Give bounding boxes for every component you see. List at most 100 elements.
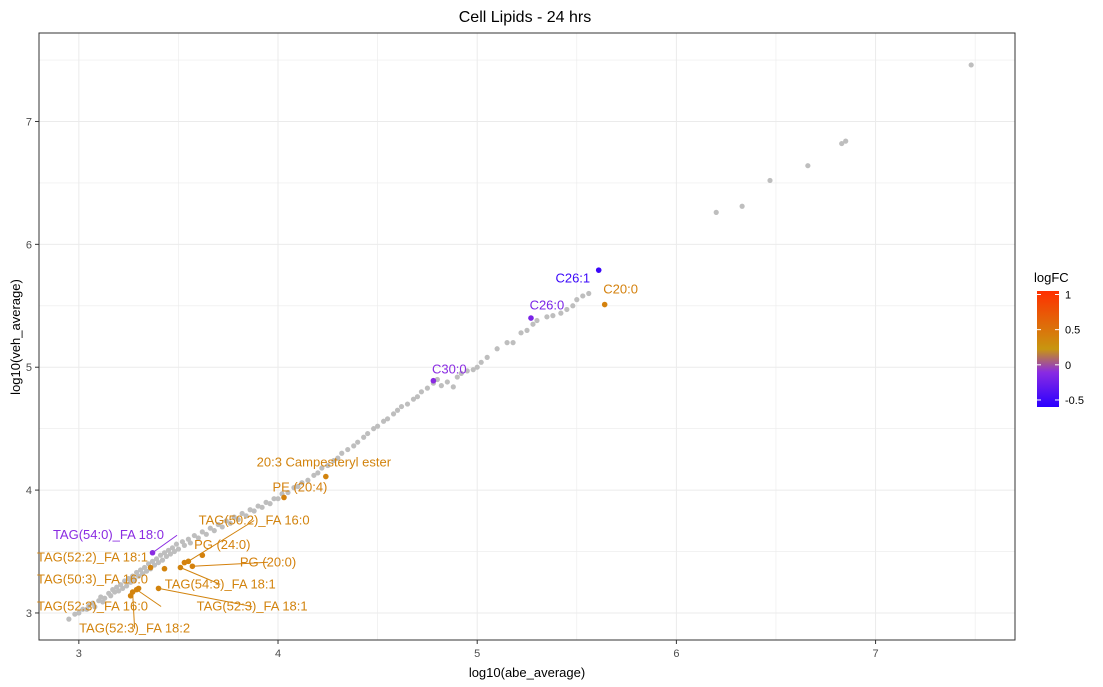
y-tick-label: 5: [26, 362, 32, 374]
data-point: [155, 559, 162, 566]
data-point: [295, 483, 301, 490]
data-point: [504, 340, 510, 346]
point-label: PG (24:0): [194, 537, 250, 552]
data-point: [171, 548, 178, 555]
annotation-labels: C26:1 C20:0 C26:0 C30:0 20:3 Campesteryl est…: [37, 270, 638, 635]
highlighted-point: [127, 592, 134, 599]
highlighted-point: [528, 315, 534, 321]
data-point: [139, 571, 146, 577]
point-label: TAG(54:0)_FA 18:0: [53, 527, 164, 542]
data-point: [371, 426, 377, 432]
data-point: [805, 163, 811, 169]
data-point: [390, 411, 397, 417]
data-point: [299, 480, 305, 486]
data-point: [394, 407, 401, 413]
data-point: [76, 610, 82, 616]
highlighted-point: [161, 565, 168, 572]
data-point: [207, 525, 213, 531]
data-point: [255, 503, 261, 509]
legend-tick-label: 1: [1065, 290, 1071, 302]
data-point: [135, 573, 142, 579]
data-point: [215, 521, 221, 528]
x-tick-label: 3: [76, 648, 82, 660]
data-point: [251, 508, 257, 514]
annotation-line: [192, 561, 269, 567]
y-axis-label: log10(veh_average): [8, 279, 23, 395]
data-point: [66, 616, 72, 622]
data-point: [102, 595, 108, 601]
grid: [39, 33, 1015, 640]
data-point: [199, 529, 205, 535]
data-point: [163, 553, 170, 560]
highlighted-point: [595, 267, 602, 273]
data-point: [227, 520, 233, 526]
point-label: 20:3 Campesteryl ester: [257, 455, 392, 470]
data-point: [247, 507, 253, 513]
point-label: C26:1: [555, 270, 590, 285]
data-point: [355, 439, 361, 445]
annotation-lines: [132, 520, 269, 629]
data-point: [450, 384, 456, 390]
point-label: TAG(50:3)_FA 16:0: [37, 571, 148, 586]
data-point: [191, 532, 197, 539]
data-point: [767, 177, 773, 184]
data-point: [524, 327, 530, 333]
data-point: [351, 443, 357, 449]
data-point: [454, 374, 460, 380]
data-point: [72, 611, 78, 617]
annotation-line: [132, 592, 136, 629]
x-tick-label: 4: [275, 648, 281, 660]
data-point: [132, 577, 138, 583]
data-point: [267, 501, 273, 507]
legend: logFC 1 0.5 0 -0.5: [1034, 270, 1084, 407]
legend-tick-label: -0.5: [1065, 395, 1084, 407]
background-points: [66, 62, 974, 622]
data-point: [231, 514, 237, 520]
data-point: [574, 297, 580, 303]
x-axis-label: log10(abe_average): [469, 665, 585, 680]
data-point: [112, 589, 118, 595]
y-tick-label: 3: [26, 608, 32, 620]
data-point: [315, 470, 321, 476]
y-tick-label: 7: [26, 116, 32, 128]
data-point: [518, 330, 524, 336]
point-label: TAG(54:3)_FA 18:1: [165, 576, 276, 591]
data-point: [478, 359, 484, 365]
highlighted-point: [430, 377, 437, 384]
data-point: [181, 542, 188, 548]
data-point: [444, 379, 450, 385]
data-point: [120, 585, 126, 591]
data-point: [80, 606, 86, 612]
data-point: [167, 551, 174, 557]
point-label: PE (20:4): [272, 479, 327, 494]
data-point: [116, 588, 122, 594]
data-point: [259, 504, 265, 510]
data-point: [570, 303, 576, 309]
data-point: [285, 489, 291, 496]
data-point: [157, 552, 164, 558]
highlighted-point: [181, 559, 188, 566]
data-point: [564, 306, 570, 313]
annotation-line: [152, 534, 178, 554]
data-point: [398, 403, 405, 410]
data-point: [345, 446, 351, 453]
y-tick-label: 4: [26, 485, 32, 497]
y-tick-label: 6: [26, 239, 32, 251]
data-point: [550, 313, 556, 319]
data-point: [438, 383, 444, 389]
highlighted-point: [601, 301, 608, 308]
data-point: [510, 340, 516, 346]
data-point: [325, 462, 331, 469]
legend-colorbar: [1037, 291, 1059, 407]
data-point: [239, 510, 245, 517]
point-label: TAG(50:2)_FA 16:0: [199, 512, 310, 527]
point-label: TAG(52:3)_FA 18:1: [197, 599, 308, 614]
data-point: [335, 455, 341, 461]
x-tick-label: 7: [873, 648, 879, 660]
legend-tick-label: 0: [1065, 360, 1071, 372]
chart-title: Cell Lipids - 24 hrs: [459, 9, 592, 26]
data-point: [558, 310, 564, 316]
data-point: [143, 568, 150, 574]
data-point: [464, 368, 470, 374]
